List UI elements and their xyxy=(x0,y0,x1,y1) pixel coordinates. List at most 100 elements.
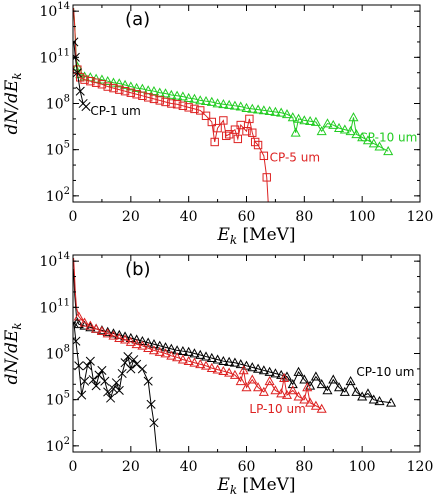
data-point xyxy=(132,90,141,99)
data-point xyxy=(183,92,194,102)
data-point xyxy=(108,328,119,338)
data-point xyxy=(166,89,177,99)
y-tick-label: 1014 xyxy=(39,1,70,20)
data-point xyxy=(270,106,281,116)
data-point xyxy=(229,369,240,379)
data-point xyxy=(224,356,235,366)
data-point xyxy=(80,376,90,386)
data-point xyxy=(357,132,368,142)
data-point xyxy=(236,120,245,130)
data-point xyxy=(172,352,183,362)
y-axis-label: dN/dEk xyxy=(2,72,24,134)
y-tick-label: 108 xyxy=(46,344,70,363)
data-point xyxy=(345,125,356,136)
series-label: CP-5 um xyxy=(270,150,320,164)
data-point xyxy=(290,127,301,137)
series-line xyxy=(73,8,389,152)
data-point xyxy=(103,387,113,397)
data-point xyxy=(131,334,142,344)
data-point xyxy=(224,130,234,139)
data-point xyxy=(85,320,96,330)
x-tick-label: 20 xyxy=(122,459,140,475)
data-point xyxy=(143,93,153,102)
data-point xyxy=(114,385,124,395)
data-point xyxy=(259,151,269,161)
data-point xyxy=(247,374,258,384)
data-point xyxy=(137,364,147,374)
data-point xyxy=(258,386,269,396)
series-lp-10-um xyxy=(73,258,327,413)
data-point xyxy=(79,320,90,330)
y-tick-label: 105 xyxy=(46,140,70,159)
data-point xyxy=(114,332,125,342)
data-point xyxy=(206,362,217,372)
data-point xyxy=(328,119,339,129)
x-tick-label: 80 xyxy=(295,209,313,225)
data-point xyxy=(250,137,260,147)
data-point xyxy=(120,86,130,96)
data-point xyxy=(235,375,246,386)
data-point xyxy=(281,109,293,119)
x-tick-label: 80 xyxy=(295,459,313,475)
data-point xyxy=(362,135,373,145)
y-tick-label: 102 xyxy=(46,186,70,205)
data-point xyxy=(114,78,125,88)
data-point xyxy=(287,112,298,122)
data-point xyxy=(177,354,188,364)
x-tick-label: 40 xyxy=(180,459,198,475)
data-point xyxy=(184,103,193,112)
data-point xyxy=(148,85,160,96)
data-point xyxy=(348,112,359,122)
data-point xyxy=(117,368,127,379)
data-point xyxy=(91,323,102,333)
data-point xyxy=(270,385,281,395)
x-tick-label: 60 xyxy=(238,209,256,225)
series-label: LP-10 um xyxy=(249,402,305,416)
data-point xyxy=(73,319,84,329)
data-point xyxy=(189,348,200,358)
panel-label: (b) xyxy=(125,259,150,280)
data-point xyxy=(166,350,177,360)
panel-b: 0 20 40 60 80 100 120 1014 1011 108 105 102 (b) CP-10… xyxy=(2,251,433,497)
data-point xyxy=(172,100,182,109)
y-tick-label: 1014 xyxy=(39,251,70,270)
data-point xyxy=(316,125,327,136)
data-point xyxy=(76,73,85,82)
data-point xyxy=(345,375,356,386)
x-tick-label: 40 xyxy=(180,209,198,225)
data-point xyxy=(207,117,217,127)
data-point xyxy=(339,386,350,396)
data-point xyxy=(129,355,139,365)
data-point xyxy=(195,359,206,369)
data-point xyxy=(264,105,275,116)
data-point xyxy=(161,97,170,107)
data-point xyxy=(86,76,95,86)
data-point xyxy=(293,366,304,376)
data-point xyxy=(195,349,206,359)
data-point xyxy=(88,375,98,385)
data-point xyxy=(190,104,199,114)
data-point xyxy=(75,86,85,96)
panel-a: 0 20 40 60 80 100 120 1014 1011 108 105 102 (a) CP-10… xyxy=(2,1,433,247)
data-point xyxy=(362,388,373,398)
y-tick-label: 1011 xyxy=(39,47,70,66)
data-point xyxy=(146,399,156,409)
data-point xyxy=(160,342,171,352)
data-point xyxy=(149,418,159,428)
data-point xyxy=(253,140,263,150)
data-point xyxy=(258,365,269,375)
data-point xyxy=(96,325,107,336)
data-point xyxy=(177,91,188,101)
data-point xyxy=(368,138,379,148)
data-point xyxy=(160,88,171,98)
x-axis-label: Ek [MeV] xyxy=(216,225,295,247)
data-point xyxy=(123,352,133,362)
data-point xyxy=(154,340,165,350)
data-point xyxy=(148,339,160,349)
data-point xyxy=(212,364,223,374)
series-cp-1-um xyxy=(73,37,91,112)
data-point xyxy=(242,127,251,136)
data-point xyxy=(310,116,321,126)
data-point xyxy=(183,355,194,366)
